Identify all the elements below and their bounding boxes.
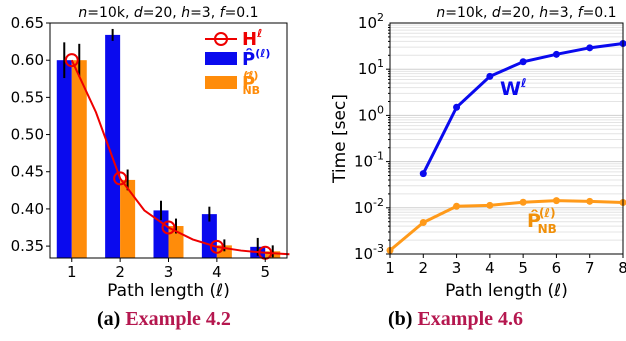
legend-p-label: P̂(ℓ) [242, 47, 270, 70]
line-pnb [389, 199, 624, 252]
marker-pnb-6 [552, 197, 560, 205]
xtick-label-a: 4 [212, 263, 222, 281]
marker-w-3 [453, 103, 461, 111]
marker-w-4 [486, 72, 494, 80]
marker-h-4 [209, 239, 224, 254]
ytick-label-a: 0.65 [11, 14, 44, 32]
label-w: Wℓ [500, 76, 527, 100]
bar-p-2 [105, 34, 121, 258]
ytick-label-b: 101 [358, 57, 384, 78]
marker-pnb-2 [419, 219, 427, 227]
caption-b-ref[interactable]: Example 4.6 [417, 308, 524, 330]
caption-a-label: (a) [97, 308, 121, 330]
legend-pnb-swatch [205, 76, 237, 89]
marker-w-5 [519, 58, 527, 66]
chart-b-xlabel: Path length (ℓ) [445, 281, 568, 301]
legend-a: HℓP̂(ℓ)P̂(ℓ) NB [205, 27, 270, 97]
ytick-label-a: 0.40 [11, 200, 44, 218]
chart-a: 0.350.400.450.500.550.600.651 2 3 4 5HℓP̂(ℓ)… [11, 14, 290, 281]
ytick-label-a: 0.35 [11, 237, 44, 255]
marker-pnb-5 [519, 198, 527, 206]
marker-w-2 [419, 170, 427, 178]
legend-p-swatch [205, 52, 237, 65]
caption-a-ref[interactable]: Example 4.2 [125, 308, 231, 330]
ytick-label-b: 10-2 [354, 196, 384, 217]
marker-w-6 [552, 50, 560, 58]
chart-b-ylabel: Time [sec] [330, 94, 350, 184]
marker-pnb-3 [453, 202, 461, 210]
ytick-label-a: 0.50 [11, 126, 44, 144]
xtick-label-a: 5 [260, 263, 270, 281]
label-pnb: P̂(ℓ) NB [527, 206, 557, 236]
line-h [70, 59, 290, 256]
marker-pnb-4 [486, 201, 494, 209]
xtick-label-b: 7 [585, 259, 595, 277]
chart-a-title: n=10k, d=20, h=3, f=0.1 [78, 5, 258, 21]
xtick-label-b: 6 [552, 259, 562, 277]
marker-h-3 [161, 220, 176, 235]
marker-w-7 [586, 44, 594, 52]
ytick-label-b: 102 [358, 11, 384, 32]
bar-p-1 [56, 60, 72, 258]
chart-a-xlabel: Path length (ℓ) [107, 281, 230, 301]
ytick-label-a: 0.45 [11, 163, 44, 181]
marker-h-1 [64, 53, 79, 68]
xtick-label-b: 8 [618, 259, 626, 277]
caption-b-label: (b) [388, 308, 413, 330]
legend-h-label: Hℓ [242, 27, 262, 50]
ytick-label-a: 0.60 [11, 51, 44, 69]
marker-pnb-7 [586, 197, 594, 205]
ytick-label-b: 100 [358, 103, 384, 124]
xtick-label-b: 2 [419, 259, 429, 277]
ytick-label-b: 10-3 [354, 242, 384, 263]
legend-h-marker [214, 32, 228, 46]
legend-pnb-label: P̂(ℓ) NB [242, 69, 260, 97]
ytick-label-a: 0.55 [11, 88, 44, 106]
caption-b: (b) Example 4.6 [388, 308, 523, 331]
bar-pnb-2 [120, 179, 136, 258]
ytick-label-b: 10-1 [354, 150, 384, 171]
xtick-label-a: 1 [67, 263, 77, 281]
bar-p-4 [201, 214, 217, 258]
chart-b: 10-3 10-2 10-1 100 101 102 1 2 3 4 5 6 7 8 Wℓ P̂(ℓ) NB [354, 11, 626, 277]
chart-b-title: n=10k, d=20, h=3, f=0.1 [436, 5, 616, 21]
xtick-label-b: 5 [518, 259, 528, 277]
xtick-label-b: 1 [385, 259, 395, 277]
chart-b-frame [389, 22, 624, 255]
xtick-label-b: 3 [452, 259, 462, 277]
xtick-label-a: 3 [164, 263, 174, 281]
caption-a: (a) Example 4.2 [97, 308, 231, 331]
bar-pnb-1 [71, 60, 87, 258]
xtick-label-a: 2 [115, 263, 125, 281]
xtick-label-b: 4 [485, 259, 495, 277]
marker-h-2 [113, 171, 128, 186]
